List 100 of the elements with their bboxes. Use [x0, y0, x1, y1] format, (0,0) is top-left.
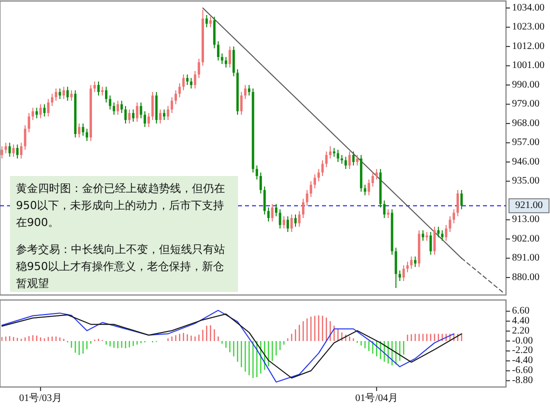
annotation: 参考交易：中长线向上不变，但短线只有站稳950以上才有操作意义，老仓保持，新仓暂观望 — [16, 242, 226, 292]
candlestick — [352, 151, 355, 166]
candlestick — [437, 226, 440, 238]
y-tick-label: 1034.00 — [512, 2, 544, 14]
y-tick-label: 1023.00 — [512, 22, 544, 33]
y-tick-label: 880.00 — [512, 272, 540, 283]
y-tick-label: 990.00 — [512, 79, 540, 90]
x-tick-label: 01号/04月 — [355, 393, 398, 404]
annotation: 黄金四时图：金价已经上破趋势线，但仍在950以下，未形成向上的动力，后市下支持在900。 — [16, 181, 226, 231]
candlestick — [108, 95, 112, 110]
candlestick — [410, 256, 413, 270]
candlestick — [58, 88, 62, 100]
candlestick — [205, 14, 208, 28]
candlestick — [4, 142, 7, 154]
candlestick — [368, 179, 370, 196]
candlestick — [136, 102, 138, 122]
candlestick — [372, 172, 374, 187]
candlestick — [282, 216, 286, 229]
y-tick-label: 957.00 — [512, 137, 540, 148]
y-tick-label: 935.00 — [512, 176, 540, 187]
candlestick — [78, 123, 80, 138]
candlestick — [144, 110, 146, 128]
ref-line-label: 921.00 — [515, 200, 543, 212]
y-tick-label: -8.80 — [512, 374, 533, 386]
candlestick — [286, 216, 289, 232]
candlestick — [162, 109, 166, 120]
candlestick — [159, 109, 162, 124]
candlestick — [456, 190, 459, 217]
candlestick — [429, 232, 432, 256]
candlestick — [190, 78, 192, 89]
candlestick — [132, 109, 134, 122]
candlestick — [344, 156, 347, 170]
y-tick-label: 891.00 — [512, 252, 540, 264]
y-tick-label: -2.20 — [512, 345, 533, 356]
candlestick — [220, 53, 224, 64]
candlestick — [217, 40, 220, 61]
candlestick — [441, 230, 444, 242]
y-tick-label: -6.60 — [512, 365, 533, 376]
y-tick-label: 946.00 — [512, 156, 540, 168]
candlestick — [35, 107, 38, 119]
candlestick — [0, 146, 4, 159]
candlestick — [194, 70, 196, 89]
y-tick-label: 979.00 — [512, 98, 540, 110]
candlestick — [271, 204, 274, 222]
candlestick — [24, 124, 26, 150]
x-tick-label: 01号/03月 — [19, 393, 62, 404]
candlestick — [240, 92, 243, 116]
y-tick-label: 1001.00 — [512, 60, 544, 72]
candlestick — [178, 82, 181, 98]
candlestick — [260, 172, 262, 194]
candlestick — [444, 224, 448, 242]
y-tick-label: 902.00 — [512, 233, 540, 244]
candlestick — [302, 198, 304, 218]
candlestick — [20, 142, 22, 159]
candlestick — [348, 151, 351, 170]
candlestick — [329, 146, 332, 159]
y-tick-label: 2.20 — [512, 325, 530, 336]
candlestick — [402, 264, 405, 282]
candlestick — [174, 90, 177, 105]
candlestick — [460, 190, 463, 210]
y-tick-label: 968.00 — [512, 118, 540, 129]
candlestick — [8, 142, 11, 158]
candlestick — [116, 100, 120, 116]
candlestick — [248, 84, 250, 96]
candlestick — [50, 93, 54, 106]
candlestick — [105, 86, 108, 103]
candlestick — [128, 109, 131, 124]
candlestick — [256, 165, 258, 180]
candlestick — [317, 168, 320, 182]
candlestick — [112, 102, 116, 116]
candlestick — [383, 200, 386, 218]
candlestick — [62, 86, 65, 100]
candlestick — [452, 208, 456, 224]
candlestick — [39, 104, 42, 119]
candlestick — [263, 186, 266, 215]
candlestick — [170, 96, 174, 114]
candlestick — [290, 214, 293, 232]
candlestick — [356, 154, 358, 166]
candlestick — [398, 270, 401, 282]
candlestick — [310, 180, 312, 198]
candlestick — [32, 107, 34, 120]
candlestick — [86, 128, 88, 142]
candlestick — [314, 174, 316, 189]
candlestick — [375, 168, 378, 180]
candlestick — [66, 86, 69, 102]
y-tick-label: 4.40 — [512, 315, 530, 326]
candlestick — [306, 190, 308, 206]
candlestick — [274, 204, 278, 217]
candlestick — [414, 256, 416, 268]
candlestick — [244, 84, 246, 100]
y-tick-label: -4.40 — [512, 355, 533, 366]
candlestick — [151, 92, 154, 120]
candlestick — [394, 247, 398, 288]
candlestick — [120, 100, 123, 114]
y-tick-label: -0.00 — [512, 335, 533, 346]
candlestick — [43, 104, 46, 117]
candlestick — [93, 81, 96, 92]
y-tick-label: 6.60 — [512, 306, 530, 317]
candlestick — [16, 144, 19, 159]
candlestick — [198, 58, 200, 78]
